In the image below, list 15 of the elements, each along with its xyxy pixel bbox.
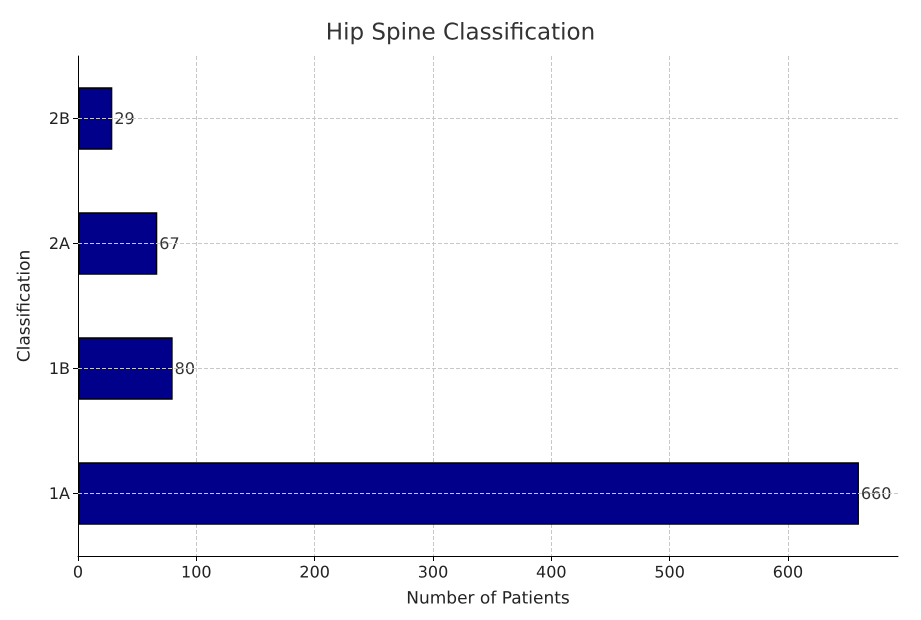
y-tick-label: 2A — [48, 234, 70, 253]
x-tick-label: 600 — [772, 562, 804, 582]
y-axis-title: Classification — [14, 250, 34, 362]
data-label: 67 — [159, 234, 180, 253]
x-tick-label: 0 — [72, 562, 84, 582]
chart-title: Hip Spine Classification — [326, 20, 596, 46]
y-tick-label: 2B — [48, 109, 70, 128]
x-tick-label: 400 — [536, 562, 567, 582]
x-tick-label: 500 — [654, 562, 685, 582]
x-tick-label: 300 — [418, 562, 448, 582]
y-tick-label: 1A — [48, 484, 70, 503]
x-tick-label: 100 — [181, 562, 212, 582]
y-tick-label: 1B — [48, 359, 70, 378]
x-tick-label: 200 — [299, 562, 330, 582]
x-axis-title: Number of Patients — [406, 588, 570, 608]
